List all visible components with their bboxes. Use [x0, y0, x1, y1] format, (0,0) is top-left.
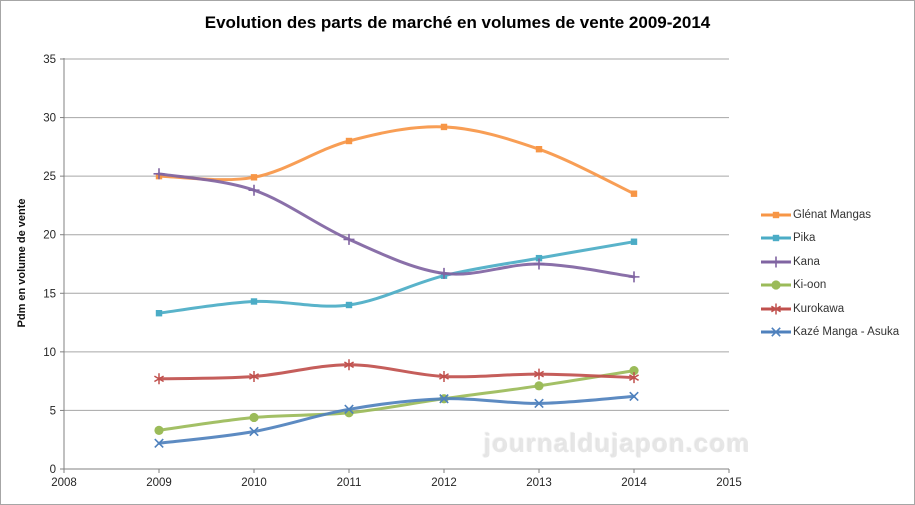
y-tick-label-30: 30	[43, 113, 56, 125]
legend-item-kana: Kana	[760, 250, 899, 274]
x-tick-label-2014: 2014	[621, 477, 647, 489]
marker-kurokawa-2010	[249, 370, 259, 382]
legend-item-pika: Pika	[760, 227, 899, 251]
marker-kana-2013	[533, 258, 545, 270]
legend-swatch-pika	[761, 235, 791, 242]
series-line-pika	[157, 240, 636, 315]
x-tick-label-2010: 2010	[241, 477, 267, 489]
x-tick-label-2008: 2008	[51, 477, 77, 489]
legend-item-kaz-manga-asuka: Kazé Manga - Asuka	[760, 321, 899, 345]
series-line-gl-nat-mangas	[157, 125, 636, 196]
legend-marker-ki-oon	[771, 280, 781, 290]
legend-marker-gl-nat-mangas	[772, 211, 780, 218]
y-tick-label-15: 15	[43, 288, 56, 300]
legend-marker-kurokawa	[771, 303, 781, 315]
legend-swatch-ki-oon	[761, 280, 791, 290]
marker-kana-2010	[248, 184, 260, 196]
x-tick-label-2012: 2012	[431, 477, 457, 489]
legend-marker-kaz-manga-asuka	[771, 327, 781, 338]
marker-kaz-manga-asuka-2009	[154, 438, 164, 448]
legend-swatch-kaz-manga-asuka	[761, 327, 791, 338]
series-line-kaz-manga-asuka	[157, 394, 636, 445]
marker-kurokawa-2009	[154, 373, 164, 385]
marker-kurokawa-2013	[534, 368, 544, 380]
marker-gl-nat-mangas-2011	[345, 137, 353, 145]
marker-kana-2012	[438, 267, 450, 279]
chart-title: Evolution des parts de marché en volumes…	[204, 13, 711, 32]
marker-kana-2011	[343, 233, 355, 245]
legend-label-pika: Pika	[793, 232, 816, 245]
marker-gl-nat-mangas-2013	[535, 146, 543, 153]
marker-kana-2014	[628, 271, 640, 283]
legend-swatch-gl-nat-mangas	[761, 211, 791, 218]
marker-ki-oon-2010	[249, 412, 259, 423]
x-tick-label-2011: 2011	[337, 477, 362, 489]
legend-item-kurokawa: Kurokawa	[760, 297, 899, 321]
series-line-kana	[157, 172, 636, 279]
y-tick-label-20: 20	[43, 230, 56, 242]
y-tick-label-10: 10	[43, 347, 56, 359]
marker-kurokawa-2014	[629, 372, 639, 384]
y-tick-label-0: 0	[50, 464, 56, 476]
marker-gl-nat-mangas-2012	[440, 123, 448, 131]
y-tick-label-35: 35	[43, 54, 56, 66]
marker-kaz-manga-asuka-2011	[344, 404, 354, 415]
legend-label-ki-oon: Ki-oon	[793, 279, 827, 292]
legend-swatch-kurokawa	[761, 303, 791, 315]
marker-ki-oon-2013	[534, 381, 544, 391]
marker-kaz-manga-asuka-2014	[629, 391, 639, 402]
marker-kurokawa-2011	[344, 359, 354, 371]
marker-pika-2014	[630, 238, 638, 245]
y-tick-label-5: 5	[50, 405, 56, 417]
marker-ki-oon-2014	[629, 366, 639, 376]
marker-kana-2009	[153, 168, 165, 180]
x-tick-label-2015: 2015	[716, 477, 742, 489]
marker-pika-2010	[250, 298, 258, 305]
marker-pika-2011	[345, 301, 353, 309]
legend-label-kaz-manga-asuka: Kazé Manga - Asuka	[793, 326, 900, 339]
legend-item-gl-nat-mangas: Glénat Mangas	[760, 203, 899, 227]
marker-kurokawa-2012	[439, 370, 449, 382]
marker-kaz-manga-asuka-2012	[439, 393, 449, 404]
legend: Glénat Mangas Pika Kana Ki-oon Kurokawa Kazé …	[760, 203, 899, 344]
legend-marker-kana	[770, 256, 782, 268]
x-tick-label-2009: 2009	[146, 477, 172, 489]
legend-marker-pika	[772, 235, 780, 242]
marker-ki-oon-2009	[154, 425, 164, 435]
legend-label-kurokawa: Kurokawa	[793, 302, 845, 315]
series-line-kurokawa	[157, 363, 636, 381]
legend-label-gl-nat-mangas: Glénat Mangas	[793, 208, 871, 221]
series-line-ki-oon	[157, 369, 636, 432]
marker-pika-2009	[155, 310, 163, 317]
marker-kaz-manga-asuka-2013	[534, 398, 544, 409]
legend-swatch-kana	[761, 256, 791, 268]
marker-pika-2013	[535, 254, 543, 262]
marker-gl-nat-mangas-2010	[250, 174, 258, 181]
y-tick-label-25: 25	[43, 171, 56, 183]
marker-kaz-manga-asuka-2010	[249, 426, 259, 437]
x-tick-label-2013: 2013	[526, 477, 552, 489]
marker-gl-nat-mangas-2014	[630, 190, 638, 197]
legend-label-kana: Kana	[793, 255, 820, 268]
legend-item-ki-oon: Ki-oon	[760, 274, 899, 298]
